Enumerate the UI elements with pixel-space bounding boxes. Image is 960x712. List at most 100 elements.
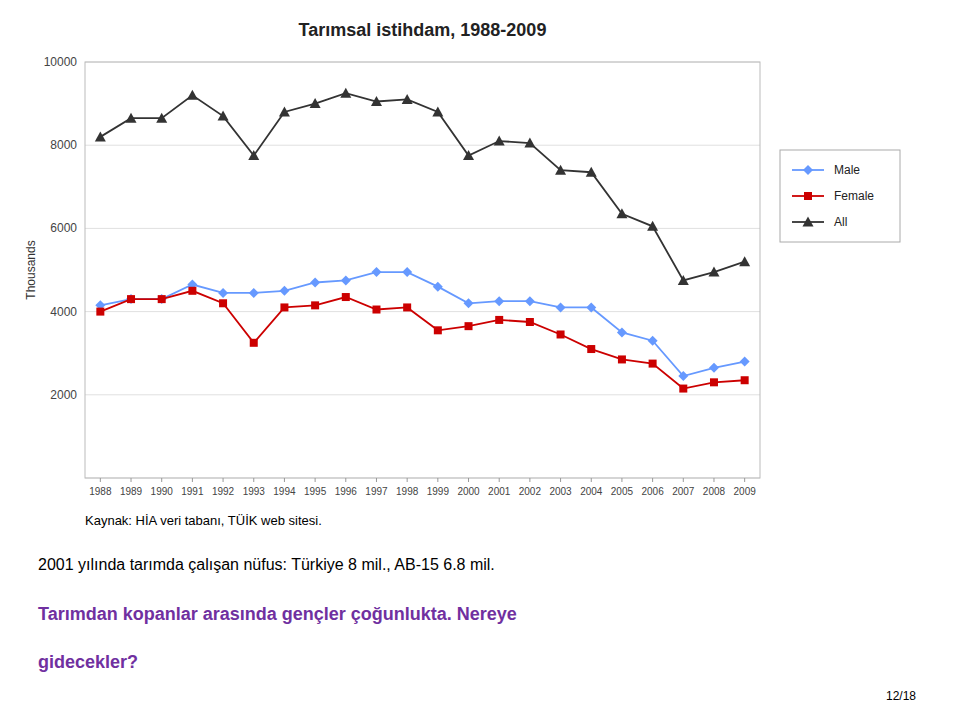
point [402, 267, 412, 277]
series-line [100, 272, 744, 376]
annotation: Kaynak: HİA veri tabanı, TÜİK web sitesi… [85, 513, 322, 528]
legend-marker [803, 217, 814, 227]
point [556, 302, 566, 312]
point [310, 98, 321, 108]
series-line [100, 93, 744, 280]
point [586, 302, 596, 312]
x-tick [376, 478, 377, 482]
point [618, 355, 626, 363]
x-tick-label: 1999 [427, 486, 450, 497]
x-tick-label: 1993 [243, 486, 266, 497]
point [371, 267, 381, 277]
x-tick [468, 478, 469, 482]
annotation: Tarımdan kopanlar arasında gençler çoğun… [38, 604, 517, 624]
point [555, 165, 566, 175]
x-tick [437, 478, 438, 482]
series-group [95, 88, 750, 393]
point [465, 322, 473, 330]
grid [85, 62, 760, 478]
point [739, 256, 750, 266]
legend-label: Male [834, 163, 860, 177]
point [463, 150, 474, 160]
grid-line [85, 145, 760, 146]
point [156, 113, 167, 123]
point [495, 316, 503, 324]
x-tick-label: 2005 [611, 486, 634, 497]
point [741, 376, 749, 384]
point [708, 267, 719, 277]
x-tick-label: 1994 [273, 486, 296, 497]
point [372, 306, 380, 314]
point [311, 301, 319, 309]
point [616, 208, 627, 218]
x-tick [345, 478, 346, 482]
x-tick [192, 478, 193, 482]
point [127, 295, 135, 303]
point [710, 378, 718, 386]
x-tick [683, 478, 684, 482]
point [96, 308, 104, 316]
x-tick [744, 478, 745, 482]
legend-marker [803, 165, 813, 175]
x-tick-label: 2004 [580, 486, 603, 497]
point [557, 330, 565, 338]
point [126, 113, 137, 123]
point [709, 363, 719, 373]
x-tick-label: 1995 [304, 486, 327, 497]
point [248, 150, 259, 160]
point [279, 106, 290, 116]
point [464, 298, 474, 308]
point [340, 88, 351, 98]
x-tick-label: 1991 [181, 486, 204, 497]
y-tick-label: 8000 [50, 138, 77, 152]
point [188, 287, 196, 295]
legend-label: All [834, 215, 847, 229]
chart: Tarımsal istihdam, 1988-2009200040006000… [0, 0, 960, 712]
point [342, 293, 350, 301]
point [95, 131, 106, 141]
point [740, 357, 750, 367]
point [526, 318, 534, 326]
x-tick [499, 478, 500, 482]
point [187, 90, 198, 100]
point [218, 111, 229, 121]
annotation: gidecekler? [38, 652, 138, 672]
point [494, 296, 504, 306]
y-tick-label: 4000 [50, 305, 77, 319]
x-tick [284, 478, 285, 482]
y-axis-label: Thousands [24, 240, 38, 299]
point [280, 303, 288, 311]
x-tick-label: 1989 [120, 486, 143, 497]
x-tick [713, 478, 714, 482]
x-tick-label: 2000 [457, 486, 480, 497]
point [249, 288, 259, 298]
legend-label: Female [834, 189, 874, 203]
y-tick-label: 2000 [50, 388, 77, 402]
point [341, 275, 351, 285]
x-tick-label: 2008 [703, 486, 726, 497]
point [494, 136, 505, 146]
plot-frame [85, 62, 760, 478]
x-tick-label: 2003 [549, 486, 572, 497]
annotation: 2001 yılında tarımda çalışan nüfus: Türk… [38, 556, 495, 573]
legend: Male Female All [780, 150, 900, 242]
x-tick-label: 2002 [519, 486, 542, 497]
point [157, 294, 167, 304]
x-tick [621, 478, 622, 482]
point [524, 138, 535, 148]
x-tick [253, 478, 254, 482]
point [586, 167, 597, 177]
point [250, 339, 258, 347]
x-tick [652, 478, 653, 482]
x-tick [131, 478, 132, 482]
point [525, 296, 535, 306]
point [158, 295, 166, 303]
point [279, 286, 289, 296]
x-tick [560, 478, 561, 482]
annotation: 12/18 [886, 689, 916, 703]
point [371, 96, 382, 106]
point [649, 360, 657, 368]
x-tick-label: 2006 [641, 486, 664, 497]
x-tick-label: 1998 [396, 486, 419, 497]
point [310, 277, 320, 287]
